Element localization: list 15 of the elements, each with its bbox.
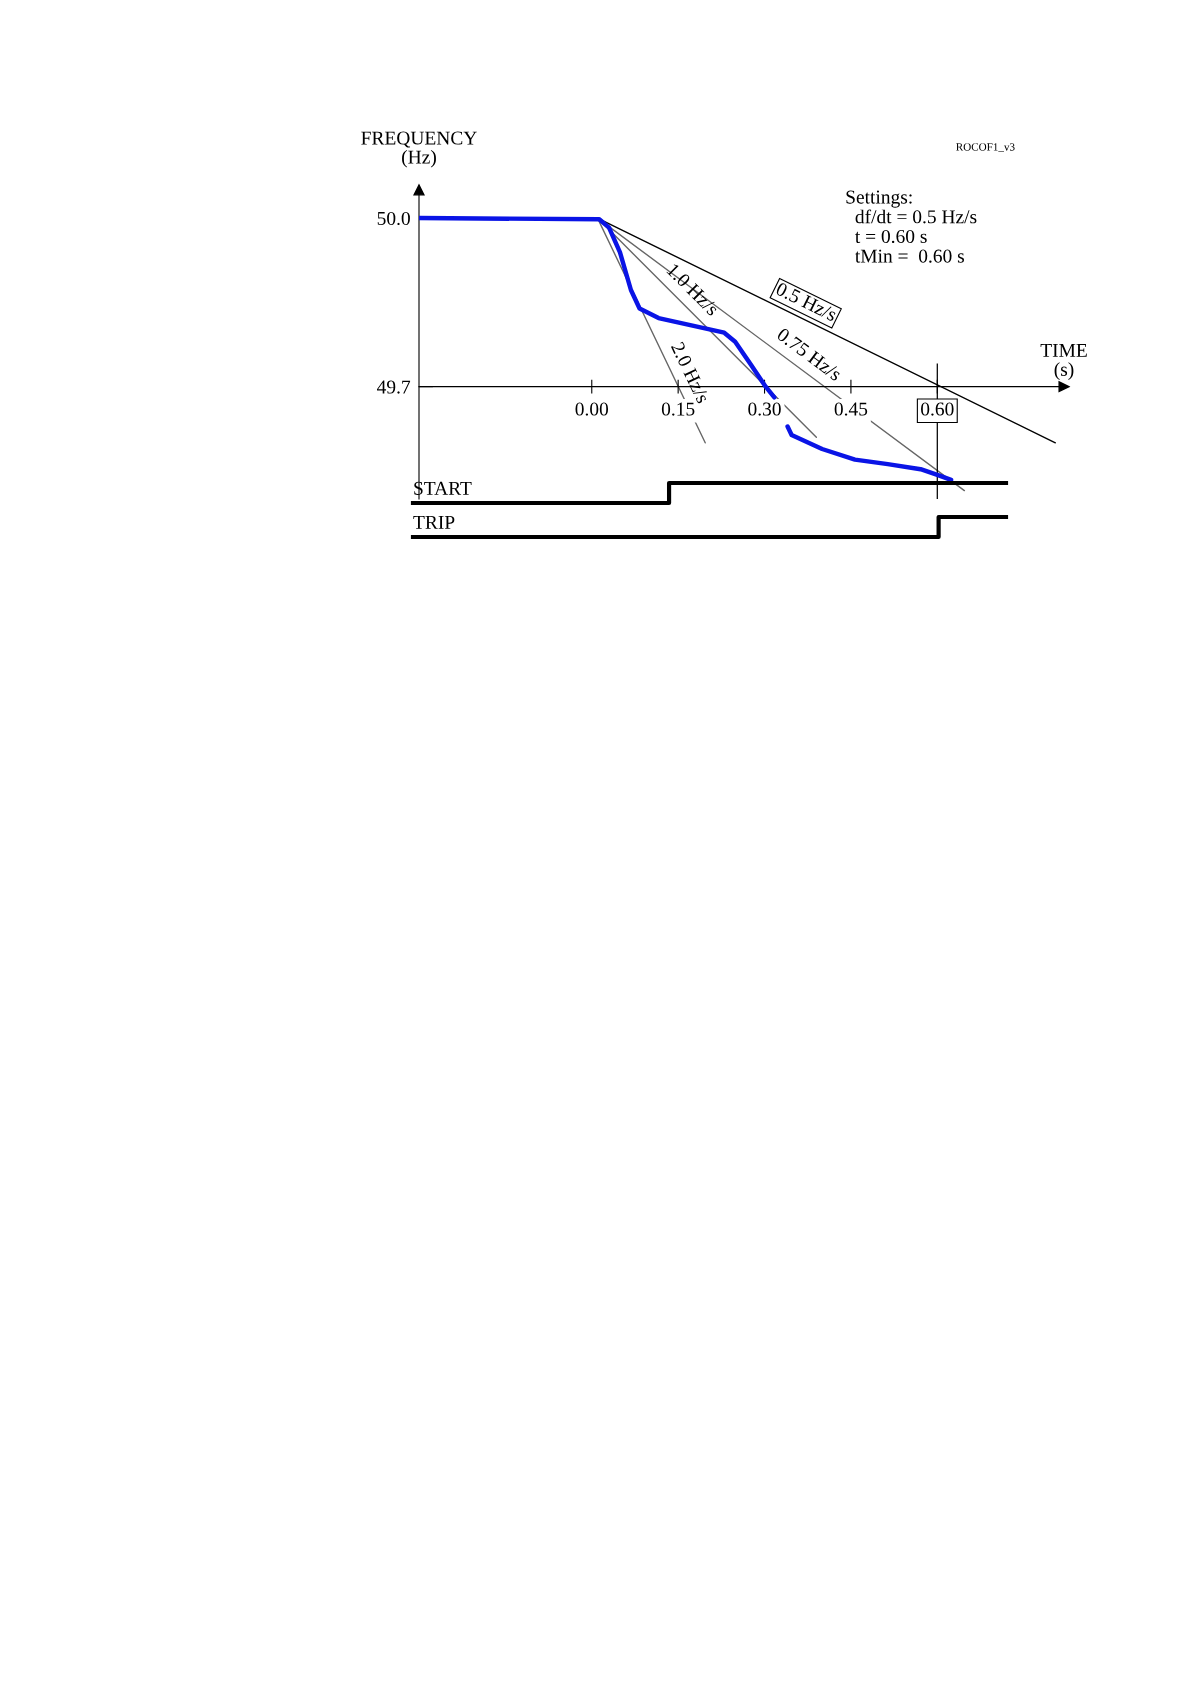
x-tick-label: 0.30 [748, 402, 781, 416]
text: 0.75 Hz/s [776, 327, 843, 382]
series-label: TRIP [413, 515, 455, 529]
text: 1.0 Hz/s [666, 263, 720, 317]
x-tick-label: 0.60 [921, 402, 954, 416]
text: ROCOF1_v3 [956, 143, 1015, 152]
y-axis-title: FREQUENCY (Hz) [361, 131, 477, 168]
text: 0.5 Hz/s [775, 281, 838, 322]
x-axis-title: TIME (s) [1040, 344, 1087, 380]
y-tick-label: 49.7 [377, 380, 411, 394]
x-tick-label: 0.00 [575, 402, 609, 416]
annotation: Settings: df/dt = 0.5 Hz/s t = 0.60 s tMin = 0.60 s [846, 190, 977, 263]
y-tick-label: 50.0 [377, 211, 410, 226]
x-tick-label: 0.45 [834, 402, 868, 416]
x-tick-label: 0.15 [661, 402, 695, 416]
